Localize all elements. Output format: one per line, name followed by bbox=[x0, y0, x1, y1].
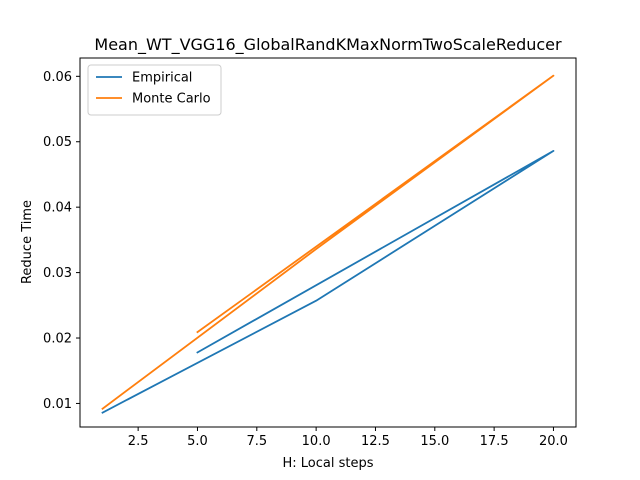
y-tick-label: 0.06 bbox=[43, 70, 72, 85]
legend-label-2: Monte Carlo bbox=[132, 92, 211, 107]
y-tick-label: 0.03 bbox=[43, 266, 72, 281]
x-tick-label: 7.5 bbox=[246, 434, 267, 449]
series-layer bbox=[101, 74, 555, 414]
legend-label-1: Empirical bbox=[132, 71, 192, 86]
x-axis-label: H: Local steps bbox=[282, 456, 373, 471]
plot-frame bbox=[79, 57, 577, 428]
x-tick-label: 15.0 bbox=[420, 434, 449, 449]
x-tick-label: 5.0 bbox=[187, 434, 208, 449]
x-tick-label: 17.5 bbox=[480, 434, 509, 449]
x-tick-label: 12.5 bbox=[361, 434, 390, 449]
axes-layer: 2.5 5.0 7.5 10.0 12.5 15.0 17.5 20.0 0.01 0.02 0.0… bbox=[43, 57, 577, 449]
y-axis-label: Reduce Time bbox=[20, 200, 35, 284]
y-tick-label: 0.01 bbox=[43, 397, 72, 412]
y-tick-label: 0.04 bbox=[43, 201, 72, 216]
x-tick-label: 2.5 bbox=[128, 434, 149, 449]
y-tick-label: 0.02 bbox=[43, 332, 72, 347]
legend: Empirical Monte Carlo bbox=[87, 64, 222, 116]
series-line-2 bbox=[101, 74, 555, 410]
chart-title: Mean_WT_VGG16_GlobalRandKMaxNormTwoScale… bbox=[94, 35, 562, 55]
x-tick-label: 20.0 bbox=[539, 434, 568, 449]
y-tick-label: 0.05 bbox=[43, 135, 72, 150]
series-line-1 bbox=[101, 149, 555, 414]
x-tick-label: 10.0 bbox=[302, 434, 331, 449]
